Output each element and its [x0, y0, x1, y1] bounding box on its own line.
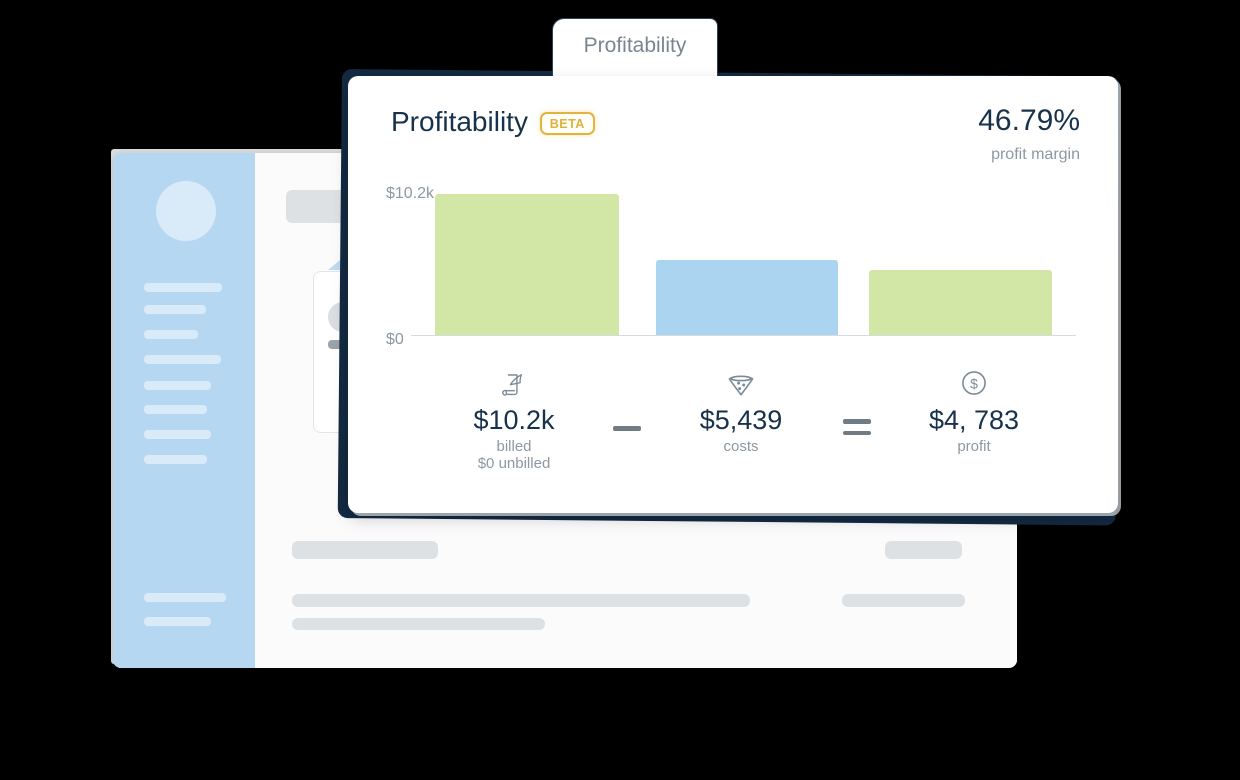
svg-text:$: $ [970, 376, 978, 392]
